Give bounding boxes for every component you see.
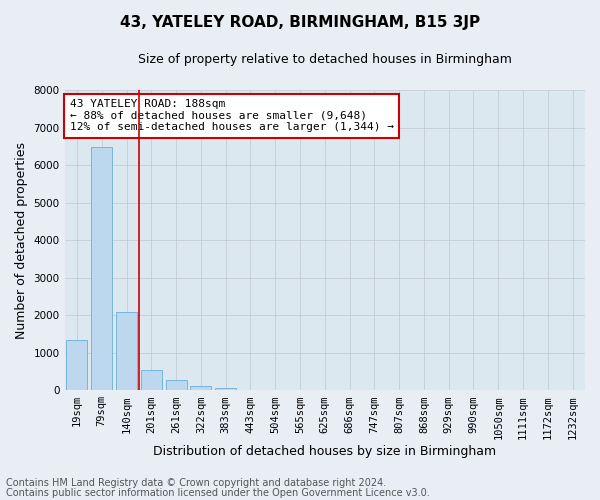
Bar xyxy=(190,386,211,390)
Text: 43 YATELEY ROAD: 188sqm
← 88% of detached houses are smaller (9,648)
12% of semi: 43 YATELEY ROAD: 188sqm ← 88% of detache… xyxy=(70,100,394,132)
Bar xyxy=(141,370,162,390)
Title: Size of property relative to detached houses in Birmingham: Size of property relative to detached ho… xyxy=(138,52,512,66)
Bar xyxy=(215,388,236,390)
Bar xyxy=(91,146,112,390)
Text: 43, YATELEY ROAD, BIRMINGHAM, B15 3JP: 43, YATELEY ROAD, BIRMINGHAM, B15 3JP xyxy=(120,15,480,30)
X-axis label: Distribution of detached houses by size in Birmingham: Distribution of detached houses by size … xyxy=(153,444,496,458)
Bar xyxy=(116,312,137,390)
Y-axis label: Number of detached properties: Number of detached properties xyxy=(15,142,28,339)
Bar xyxy=(166,380,187,390)
Text: Contains public sector information licensed under the Open Government Licence v3: Contains public sector information licen… xyxy=(6,488,430,498)
Bar xyxy=(67,340,88,390)
Text: Contains HM Land Registry data © Crown copyright and database right 2024.: Contains HM Land Registry data © Crown c… xyxy=(6,478,386,488)
